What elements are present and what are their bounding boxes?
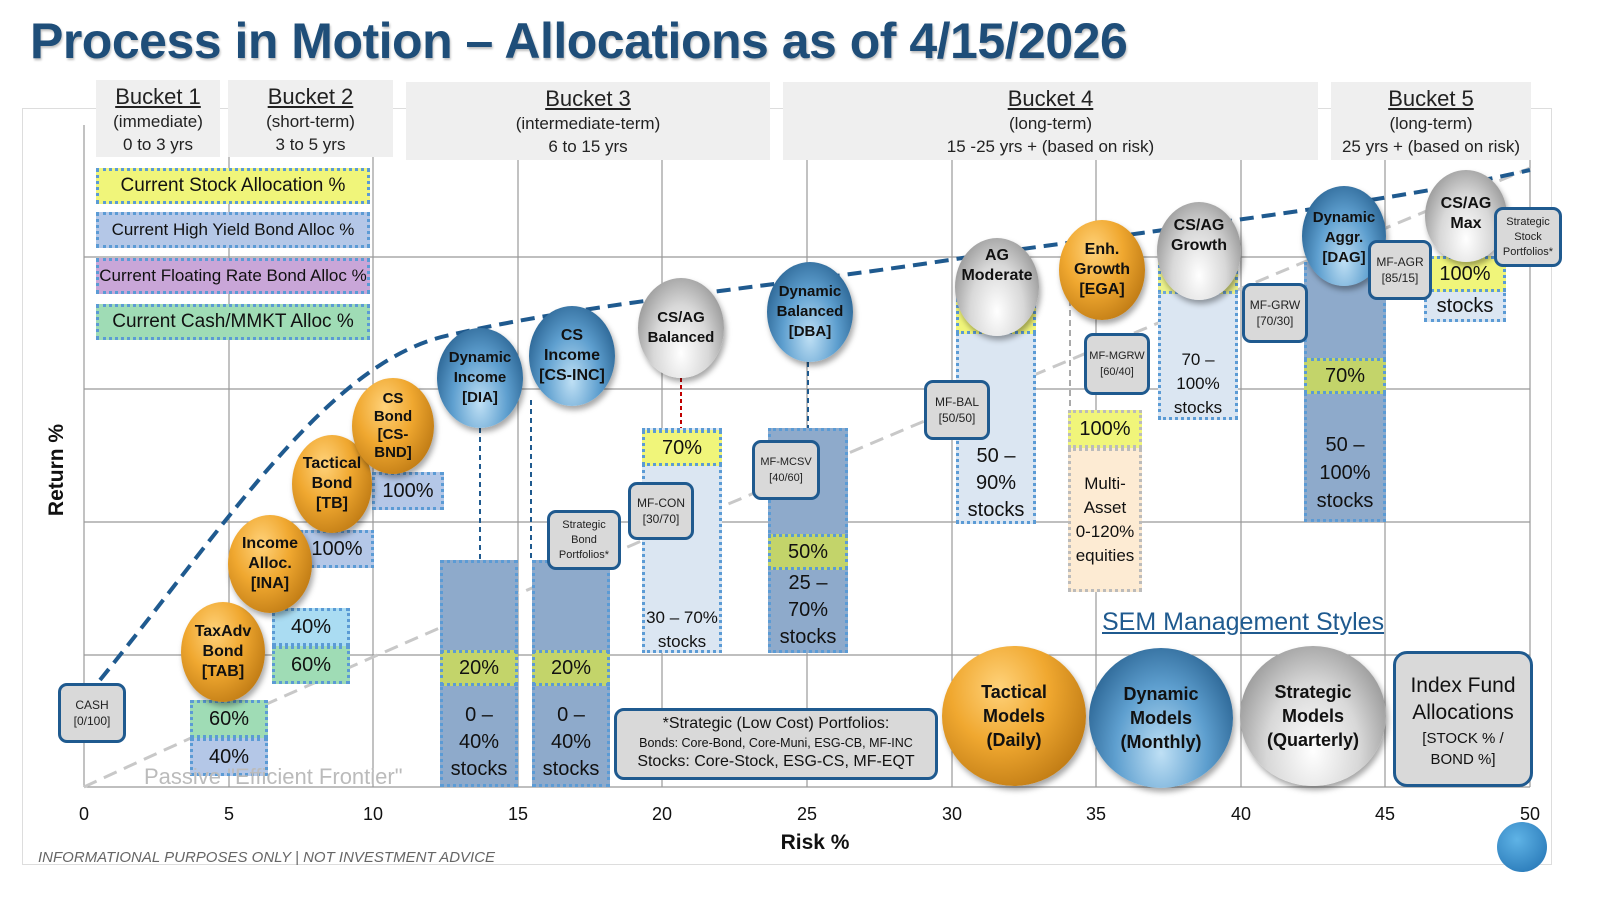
bucket-3: Bucket 3 (intermediate-term) 6 to 15 yrs [406, 82, 770, 160]
model-csag-balanced[interactable]: CS/AG Balanced [638, 278, 724, 378]
model-cs-inc[interactable]: CS Income [CS-INC] [529, 306, 615, 406]
legend-cash: Current Cash/MMKT Alloc % [96, 304, 370, 340]
bucket-5: Bucket 5 (long-term) 25 yrs + (based on … [1331, 82, 1531, 160]
y-axis-label: Return % [45, 423, 68, 517]
bucket-name: Bucket 2 [267, 84, 354, 109]
x-tick: 25 [796, 804, 818, 824]
bucket-1: Bucket 1 (immediate) 0 to 3 yrs [96, 80, 220, 157]
connector-lines [479, 362, 809, 560]
legend-floating-rate-bond: Current Floating Rate Bond Alloc % [96, 258, 370, 294]
x-axis-label: Risk % [780, 831, 850, 854]
company-logo-icon [1497, 822, 1547, 872]
index-fund-subtitle: [STOCK % / BOND %] [1422, 730, 1504, 768]
bucket-name: Bucket 3 [545, 86, 631, 111]
csinc-range: 0 – 40% stocks [542, 704, 600, 780]
legend-high-yield-bond: Current High Yield Bond Alloc % [96, 212, 370, 248]
x-tick: 15 [507, 804, 529, 824]
model-ina[interactable]: Income Alloc. [INA] [228, 515, 312, 613]
tag-mf-agr[interactable]: MF-AGR [85/15] [1368, 240, 1432, 300]
max-range: stocks [1436, 295, 1494, 317]
bucket-years: 0 to 3 yrs [123, 135, 193, 154]
dynamic-models[interactable]: Dynamic Models (Monthly) [1089, 648, 1233, 788]
x-tick: 45 [1374, 804, 1396, 824]
tag-mf-bal[interactable]: MF-BAL [50/50] [924, 380, 990, 440]
legend-stock: Current Stock Allocation % [96, 168, 370, 204]
bucket-2: Bucket 2 (short-term) 3 to 5 yrs [228, 80, 393, 157]
agmod-range: 50 – 90% stocks [967, 445, 1025, 521]
bucket-term: (short-term) [266, 112, 355, 131]
dia-stock-alloc: 20% [440, 650, 518, 686]
bucket-name: Bucket 5 [1388, 86, 1474, 111]
bucket-name: Bucket 1 [115, 84, 201, 109]
tag-strategic-stock[interactable]: Strategic Stock Portfolios* [1494, 207, 1562, 267]
bucket-4: Bucket 4 (long-term) 15 -25 yrs + (based… [783, 82, 1318, 160]
model-dba[interactable]: Dynamic Balanced [DBA] [767, 262, 853, 362]
note-stocks: Stocks: Core-Stock, ESG-CS, MF-EQT [637, 753, 915, 770]
x-tick: 5 [223, 804, 234, 824]
tab-hy-alloc: 40% [190, 738, 268, 776]
bucket-term: (intermediate-term) [515, 114, 661, 133]
strategic-portfolios-note: *Strategic (Low Cost) Portfolios: Bonds:… [614, 708, 938, 780]
ina-alloc-a: 40% [272, 608, 350, 646]
tab-cash-alloc: 60% [190, 700, 268, 738]
growth-range: 70 – 100% stocks [1173, 350, 1223, 417]
x-tick: 20 [651, 804, 673, 824]
bucket-term: (long-term) [1008, 114, 1093, 133]
tag-mf-con[interactable]: MF-CON [30/70] [628, 482, 694, 540]
model-dia[interactable]: Dynamic Income [DIA] [437, 328, 523, 428]
tag-cash[interactable]: CASH [0/100] [58, 683, 126, 743]
note-bonds: Bonds: Core-Bond, Core-Muni, ESG-CB, MF-… [639, 736, 913, 750]
index-fund-title: Index Fund Allocations [1410, 674, 1516, 724]
model-csag-max[interactable]: CS/AG Max [1425, 170, 1507, 262]
active-frontier-curve [98, 168, 1531, 682]
dag-stock-alloc: 70% [1304, 358, 1386, 394]
page-title: Process in Motion – Allocations as of 4/… [30, 13, 1128, 69]
tb-hy-alloc: 100% [372, 472, 444, 510]
dag-range: 50 – 100% stocks [1316, 434, 1374, 512]
x-tick: 40 [1230, 804, 1252, 824]
model-cs-bnd[interactable]: CS Bond [CS- BND] [352, 378, 434, 474]
bucket-name: Bucket 4 [1007, 86, 1094, 111]
bucket-years: 25 yrs + (based on risk) [1341, 137, 1521, 156]
model-tab[interactable]: TaxAdv Bond [TAB] [181, 602, 265, 702]
model-ag-moderate[interactable]: AG Moderate [955, 238, 1039, 336]
ina-cash-alloc: 60% [272, 646, 350, 684]
bucket-term: (immediate) [113, 112, 203, 131]
ega-range: Multi- Asset 0-120% equities [1068, 448, 1142, 592]
tag-mf-grw[interactable]: MF-GRW [70/30] [1242, 283, 1308, 343]
model-ega[interactable]: Enh. Growth [EGA] [1059, 220, 1145, 320]
tag-mf-mgrw[interactable]: MF-MGRW [60/40] [1084, 333, 1150, 395]
tag-strategic-bond[interactable]: Strategic Bond Portfolios* [547, 510, 621, 570]
bucket-years: 3 to 5 yrs [275, 135, 346, 154]
x-tick: 50 [1519, 804, 1541, 824]
balanced-range: 30 – 70% stocks [646, 608, 718, 651]
index-fund-allocations[interactable]: Index Fund Allocations [STOCK % / BOND %… [1393, 651, 1533, 787]
x-tick: 0 [78, 804, 89, 824]
dba-stock-alloc: 50% [768, 534, 848, 570]
tactical-models[interactable]: Tactical Models (Daily) [942, 646, 1086, 786]
csinc-stock-alloc: 20% [532, 650, 610, 686]
model-csag-growth[interactable]: CS/AG Growth [1157, 202, 1241, 300]
x-tick: 30 [941, 804, 963, 824]
x-tick: 10 [362, 804, 384, 824]
balanced-stock-alloc: 70% [642, 430, 722, 466]
dia-range: 0 – 40% stocks [450, 704, 508, 780]
passive-frontier-label: Passive "Efficient Frontier" [144, 764, 403, 789]
ina-hy-alloc: 100% [300, 530, 374, 568]
strategic-models[interactable]: Strategic Models (Quarterly) [1240, 646, 1386, 786]
ega-stock-alloc: 100% [1068, 410, 1142, 448]
disclaimer: INFORMATIONAL PURPOSES ONLY | NOT INVEST… [38, 849, 496, 866]
bucket-years: 15 -25 yrs + (based on risk) [946, 137, 1155, 156]
bucket-term: (long-term) [1389, 114, 1473, 133]
note-heading: *Strategic (Low Cost) Portfolios: [662, 715, 890, 732]
dba-range: 25 – 70% stocks [779, 572, 837, 648]
tag-mf-mcsv[interactable]: MF-MCSV [40/60] [752, 440, 820, 500]
bucket-years: 6 to 15 yrs [548, 137, 628, 156]
x-tick: 35 [1085, 804, 1107, 824]
management-styles-heading[interactable]: SEM Management Styles [1102, 608, 1385, 636]
